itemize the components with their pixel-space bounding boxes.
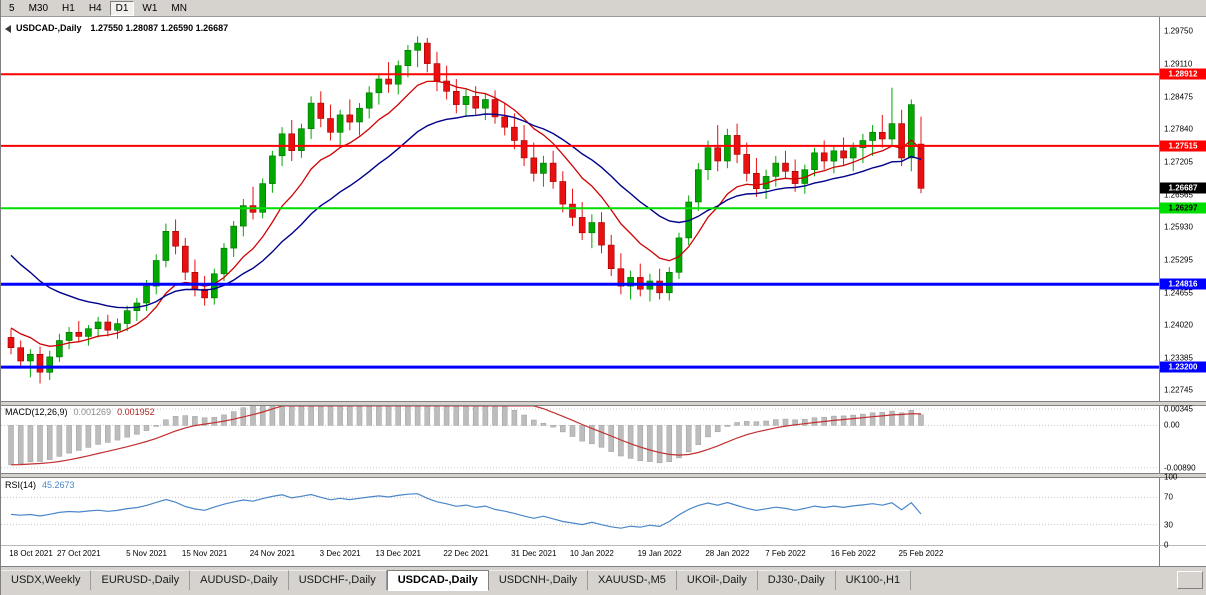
price-axis-tick: 1.23385 bbox=[1164, 353, 1193, 363]
date-axis-label: 25 Feb 2022 bbox=[898, 549, 944, 558]
tab-uk100-h1[interactable]: UK100-,H1 bbox=[835, 570, 912, 590]
macd-histogram bbox=[1, 405, 1159, 469]
ma-fast-line bbox=[10, 80, 922, 347]
date-axis-label: 27 Oct 2021 bbox=[56, 549, 101, 558]
date-axis-label: 7 Feb 2022 bbox=[765, 549, 806, 558]
tab-eurusd-daily[interactable]: EURUSD-,Daily bbox=[91, 570, 191, 590]
tab-ukoil-daily[interactable]: UKOil-,Daily bbox=[676, 570, 758, 590]
price-level-label[interactable]: 1.27515 bbox=[1160, 140, 1206, 152]
price-axis-tick: 1.25295 bbox=[1164, 255, 1193, 265]
chart-tabs-bar: USDX,Weekly EURUSD-,Daily AUDUSD-,Daily USD… bbox=[1, 566, 1206, 595]
macd-label: MACD(12,26,9) bbox=[5, 407, 68, 417]
price-axis-tick: 1.26565 bbox=[1164, 190, 1193, 200]
date-axis-label: 16 Feb 2022 bbox=[830, 549, 876, 558]
chart-ohlc-values: 1.27550 1.28087 1.26590 1.26687 bbox=[90, 23, 229, 33]
rsi-axis-tick: 100 bbox=[1164, 472, 1178, 482]
macd-axis-tick: 0.00345 bbox=[1164, 404, 1193, 414]
tab-usdx-weekly[interactable]: USDX,Weekly bbox=[1, 570, 92, 590]
date-axis-label: 24 Nov 2021 bbox=[249, 549, 296, 558]
timeframe-button-m30[interactable]: M30 bbox=[22, 0, 55, 16]
date-axis-label: 15 Nov 2021 bbox=[181, 549, 228, 558]
timeframe-button-5[interactable]: 5 bbox=[3, 0, 21, 16]
price-level-label[interactable]: 1.26297 bbox=[1160, 202, 1206, 214]
timeframe-button-h1[interactable]: H1 bbox=[56, 0, 81, 16]
macd-value-main: 0.001269 bbox=[73, 407, 112, 417]
price-level-label[interactable]: 1.23200 bbox=[1160, 361, 1206, 373]
macd-title: MACD(12,26,9) 0.001269 0.001952 bbox=[5, 407, 161, 417]
chart-symbol-period: USDCAD-,Daily bbox=[16, 23, 82, 33]
timeframe-button-mn[interactable]: MN bbox=[165, 0, 193, 16]
current-price-label: 1.26687 bbox=[1160, 182, 1206, 194]
date-axis-label: 19 Jan 2022 bbox=[637, 549, 682, 558]
chart-title: USDCAD-,Daily 1.27550 1.28087 1.26590 1.2… bbox=[16, 23, 228, 33]
rsi-axis-tick: 0 bbox=[1164, 540, 1169, 550]
date-axis-label: 3 Dec 2021 bbox=[319, 549, 361, 558]
macd-value-signal: 0.001952 bbox=[117, 407, 155, 417]
macd-axis-tick: -0.00890 bbox=[1164, 463, 1196, 473]
timeframe-button-d1[interactable]: D1 bbox=[109, 0, 135, 16]
tab-xauusd-m5[interactable]: XAUUSD-,M5 bbox=[588, 570, 677, 590]
timeframe-toolbar: 5 M30 H1 H4 D1 W1 MN bbox=[1, 0, 1206, 17]
tab-usdchf-daily[interactable]: USDCHF-,Daily bbox=[288, 570, 387, 590]
rsi-value: 45.2673 bbox=[42, 480, 75, 490]
price-axis-tick: 1.29110 bbox=[1164, 59, 1193, 69]
tab-audusd-daily[interactable]: AUDUSD-,Daily bbox=[190, 570, 289, 590]
date-axis-label: 28 Jan 2022 bbox=[705, 549, 750, 558]
collapse-left-arrow-icon[interactable] bbox=[5, 25, 11, 33]
tab-dj30-daily[interactable]: DJ30-,Daily bbox=[757, 570, 836, 590]
rsi-line bbox=[10, 493, 922, 529]
price-axis-tick: 1.24655 bbox=[1164, 288, 1193, 298]
rsi-panel-splitter[interactable] bbox=[1, 473, 1206, 478]
tab-scrollbar[interactable] bbox=[1177, 571, 1203, 589]
timeframe-button-h4[interactable]: H4 bbox=[82, 0, 108, 16]
date-axis-label: 31 Dec 2021 bbox=[511, 549, 557, 558]
price-level-label[interactable]: 1.24816 bbox=[1160, 278, 1206, 290]
price-axis-tick: 1.25930 bbox=[1164, 222, 1193, 232]
rsi-axis-tick: 30 bbox=[1164, 520, 1173, 530]
price-axis-tick: 1.29750 bbox=[1164, 26, 1193, 36]
tab-usdcad-daily[interactable]: USDCAD-,Daily bbox=[386, 570, 489, 591]
date-axis-label: 18 Oct 2021 bbox=[9, 549, 53, 558]
date-axis-label: 10 Jan 2022 bbox=[569, 549, 614, 558]
ma-slow-line bbox=[10, 113, 922, 309]
tab-usdcnh-daily[interactable]: USDCNH-,Daily bbox=[488, 570, 589, 590]
rsi-title: RSI(14) 45.2673 bbox=[5, 480, 81, 490]
date-axis-label: 22 Dec 2021 bbox=[443, 549, 489, 558]
macd-panel-splitter[interactable] bbox=[1, 401, 1206, 406]
price-axis-tick: 1.27840 bbox=[1164, 124, 1193, 134]
price-axis-tick: 1.27205 bbox=[1164, 157, 1193, 167]
time-axis-separator bbox=[1, 545, 1206, 546]
macd-axis-tick: 0.00 bbox=[1164, 420, 1180, 430]
price-axis-tick: 1.28475 bbox=[1164, 92, 1193, 102]
price-level-label[interactable]: 1.28912 bbox=[1160, 68, 1206, 80]
date-axis-label: 13 Dec 2021 bbox=[375, 549, 421, 558]
date-axis-label: 5 Nov 2021 bbox=[126, 549, 167, 558]
price-axis-tick: 1.24020 bbox=[1164, 320, 1193, 330]
timeframe-button-w1[interactable]: W1 bbox=[136, 0, 164, 16]
rsi-axis-tick: 70 bbox=[1164, 492, 1173, 502]
price-axis-tick: 1.22745 bbox=[1164, 385, 1193, 395]
rsi-label: RSI(14) bbox=[5, 480, 37, 490]
